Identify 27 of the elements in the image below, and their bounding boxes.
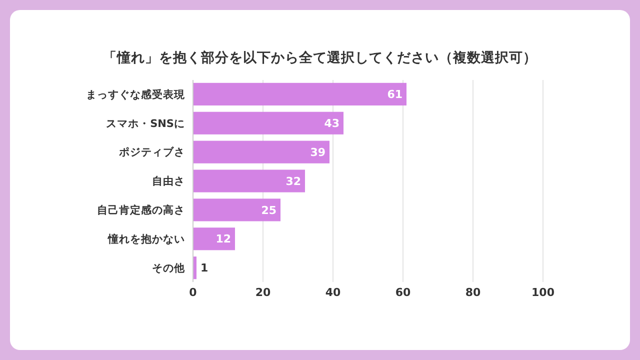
data-label: 61	[387, 88, 402, 102]
bar	[193, 112, 344, 134]
x-tick-label: 20	[255, 286, 271, 299]
x-tick-label: 60	[395, 286, 411, 299]
bar	[193, 82, 406, 106]
data-label: 32	[286, 174, 301, 188]
y-tick-label: まっすぐな感受表現	[86, 88, 186, 101]
chart-title: 「憧れ」を抱く部分を以下から全て選択してください（複数選択可）	[103, 49, 537, 66]
data-label: 39	[310, 146, 326, 159]
y-tick-label: 憧れを抱かない	[107, 232, 185, 246]
bar	[193, 170, 305, 192]
bar	[193, 198, 280, 222]
bar	[193, 140, 330, 164]
x-tick-label: 0	[189, 286, 198, 299]
data-label: 12	[216, 232, 231, 246]
x-tick-label: 40	[325, 286, 341, 299]
y-tick-label: 自己肯定感の高さ	[97, 204, 185, 217]
data-label: 25	[261, 204, 276, 217]
y-tick-label: スマホ・SNSに	[106, 118, 185, 130]
x-tick-label: 80	[465, 286, 481, 299]
y-tick-label: ポジティブさ	[118, 146, 185, 159]
y-tick-label: その他	[152, 261, 186, 274]
x-tick-label: 100	[532, 286, 555, 299]
bar	[193, 228, 235, 250]
y-tick-label: 自由さ	[152, 174, 185, 188]
data-label: 1	[200, 262, 208, 275]
data-label: 43	[324, 116, 340, 130]
